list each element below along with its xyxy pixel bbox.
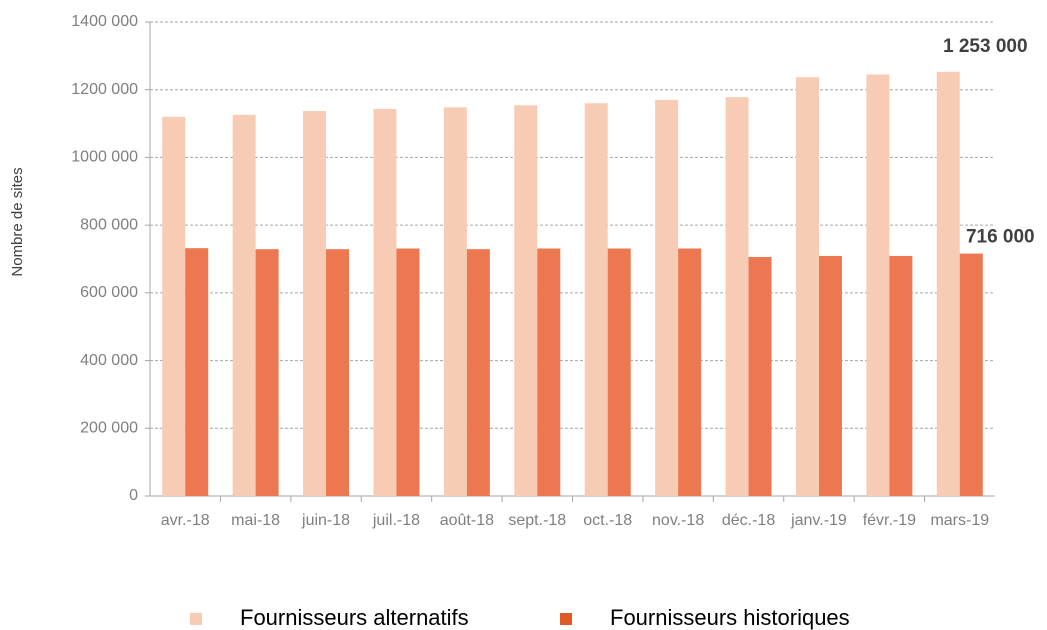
x-tick-label: févr.-19 <box>863 512 916 529</box>
data-label: 716 000 <box>966 227 1035 248</box>
x-tick-label: août-18 <box>440 512 494 529</box>
bar <box>255 249 279 496</box>
x-tick-label: mai-18 <box>231 512 280 529</box>
bar <box>678 248 702 496</box>
x-tick-label: avr.-18 <box>161 512 210 529</box>
x-tick-label: déc.-18 <box>722 512 775 529</box>
bar <box>326 249 350 496</box>
bar <box>373 109 397 497</box>
bar <box>795 77 819 497</box>
y-tick-label: 0 <box>129 487 138 504</box>
bar <box>466 249 490 496</box>
y-tick-label: 1000 000 <box>71 149 138 166</box>
bar <box>514 105 538 496</box>
bar <box>725 97 749 497</box>
bar <box>396 248 420 496</box>
bar <box>889 255 913 496</box>
bar <box>818 255 842 496</box>
legend-label: Fournisseurs historiques <box>610 605 850 630</box>
legend-label: Fournisseurs alternatifs <box>240 605 469 630</box>
x-tick-label: janv.-19 <box>790 512 847 529</box>
y-tick-label: 1400 000 <box>71 13 138 30</box>
x-tick-label: nov.-18 <box>652 512 704 529</box>
bar <box>162 116 186 497</box>
y-axis-label: Nombre de sites <box>9 167 26 276</box>
data-label: 1 253 000 <box>943 36 1028 57</box>
legend-marker <box>560 613 572 625</box>
y-tick-label: 800 000 <box>80 216 138 233</box>
bar <box>866 74 890 496</box>
x-tick-label: sept.-18 <box>508 512 566 529</box>
y-tick-label: 1200 000 <box>71 81 138 98</box>
bar <box>748 256 772 496</box>
x-tick-label: juil.-18 <box>372 512 420 529</box>
bar <box>936 71 960 497</box>
y-tick-label: 400 000 <box>80 352 138 369</box>
y-tick-label: 600 000 <box>80 284 138 301</box>
bar <box>584 103 608 496</box>
x-tick-label: juin-18 <box>301 512 350 529</box>
legend-marker <box>190 613 202 625</box>
x-tick-label: mars-19 <box>930 512 989 529</box>
y-tick-label: 200 000 <box>80 420 138 437</box>
bar <box>959 253 983 496</box>
bar <box>303 111 327 497</box>
x-tick-label: oct.-18 <box>583 512 632 529</box>
bar <box>607 248 631 496</box>
bar <box>185 248 209 496</box>
bar <box>537 248 561 496</box>
bar <box>232 114 256 497</box>
bar <box>655 99 679 496</box>
bar <box>443 107 467 496</box>
